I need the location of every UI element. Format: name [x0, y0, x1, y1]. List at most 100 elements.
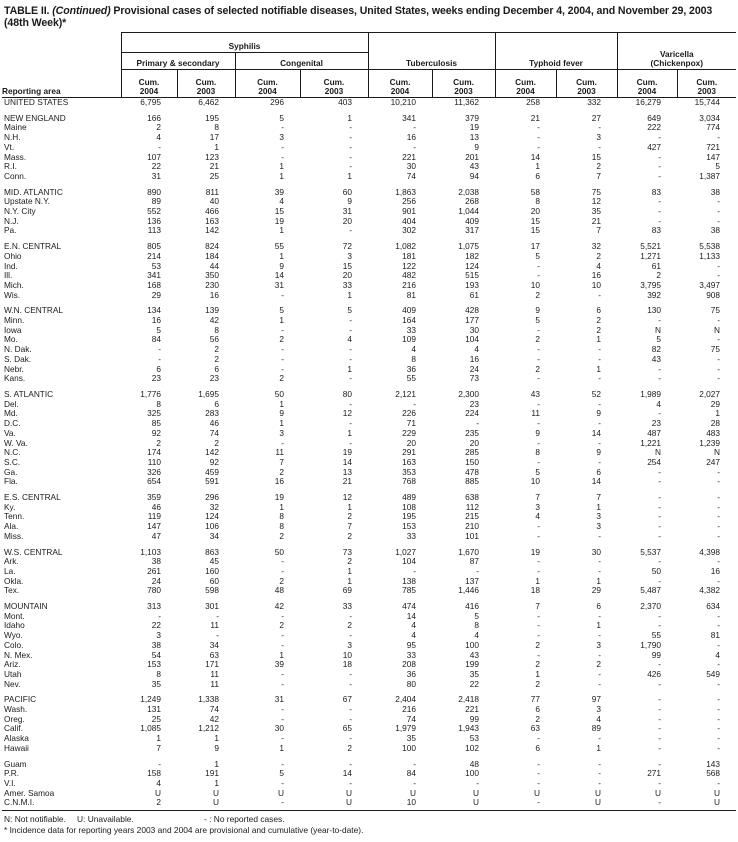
value-cell: -: [216, 611, 219, 621]
table-row: E.S. CENTRAL 359 296 19 12 489 638 7 7 - -: [2, 487, 736, 503]
value-cell: -: [658, 216, 662, 226]
value-cell: 27: [591, 112, 602, 123]
value-cell: 224: [465, 409, 480, 419]
value-cell: 40: [209, 197, 219, 207]
value-cell: 5,521: [640, 241, 662, 252]
reporting-area-cell: Del.: [4, 399, 19, 409]
reporting-area-cell: N.Y. City: [4, 207, 36, 217]
value-cell: 6: [535, 705, 541, 715]
value-cell: 7: [347, 522, 353, 532]
table-row: Iowa 5 8 - - 33 30 - 2 N N: [2, 326, 736, 336]
value-cell: 5: [156, 325, 161, 335]
value-cell: 1,103: [140, 546, 161, 557]
value-cell: -: [598, 734, 602, 744]
value-cell: 60: [209, 576, 219, 586]
value-cell: 2: [596, 325, 602, 335]
value-cell: 591: [205, 477, 219, 487]
value-cell: -: [717, 207, 721, 217]
value-cell: 52: [591, 388, 602, 399]
table-row: Mass. 107 123 - - 221 201 14 15 - 147: [2, 153, 736, 163]
value-cell: 34: [209, 640, 219, 650]
value-cell: 216: [402, 280, 417, 290]
value-cell: 75: [591, 186, 602, 197]
value-cell: 1: [279, 316, 284, 326]
value-cell: 8: [535, 448, 541, 458]
value-cell: -: [717, 621, 721, 631]
value-cell: 1,863: [395, 186, 417, 197]
value-cell: -: [658, 512, 662, 522]
value-cell: 1: [596, 576, 602, 586]
reporting-area-cell: N. Mex.: [4, 650, 33, 660]
value-cell: -: [413, 566, 417, 576]
value-cell: 489: [402, 492, 417, 503]
value-cell: 47: [151, 531, 161, 541]
value-cell: 2: [347, 531, 353, 541]
value-cell: 4: [596, 714, 602, 724]
table-row: Hawaii 7 9 1 2 100 102 6 1 - -: [2, 744, 736, 754]
reporting-area-cell: Wyo.: [4, 631, 23, 641]
value-cell: 16: [591, 271, 602, 281]
value-cell: -: [281, 152, 284, 162]
value-cell: 33: [342, 280, 353, 290]
value-cell: 99: [651, 650, 662, 660]
value-cell: 20: [406, 438, 417, 448]
table-row: Ariz. 153 171 39 18 208 199 2 2 - -: [2, 660, 736, 670]
table-row: Ark. 38 45 - 2 104 87 - - - -: [2, 557, 736, 567]
reporting-area-cell: Ind.: [4, 261, 18, 271]
footnote-legend: N: Not notifiable. U: Unavailable. - : No …: [4, 814, 736, 825]
value-cell: 69: [342, 586, 353, 596]
value-cell: 5,537: [640, 546, 662, 557]
value-cell: 478: [465, 467, 480, 477]
value-cell: -: [281, 631, 284, 641]
value-cell: 1: [596, 335, 602, 345]
value-cell: 38: [710, 226, 721, 236]
value-cell: 11: [531, 409, 541, 419]
value-cell: -: [349, 316, 353, 326]
value-cell: 10: [530, 280, 541, 290]
value-cell: -: [413, 779, 417, 788]
value-cell: 153: [147, 660, 161, 670]
value-cell: 67: [342, 694, 353, 705]
value-cell: -: [717, 694, 721, 705]
value-cell: 35: [406, 734, 417, 744]
value-cell: -: [281, 566, 284, 576]
value-cell: -: [158, 142, 161, 152]
disease-table: Reporting area Syphilis Tuberculosis Typ…: [2, 32, 737, 812]
value-cell: 1: [347, 428, 353, 438]
value-cell: 55: [651, 631, 662, 641]
value-cell: 326: [147, 467, 161, 477]
value-cell: 2: [279, 621, 284, 631]
value-cell: 119: [147, 512, 161, 522]
value-cell: 5: [715, 162, 721, 172]
value-cell: 1,249: [140, 694, 161, 705]
value-cell: 568: [706, 769, 721, 779]
value-cell: -: [281, 705, 284, 715]
table-row: Pa. 113 142 1 - 302 317 15 7 83 38: [2, 226, 736, 236]
value-cell: 1: [156, 734, 161, 744]
value-cell: -: [216, 631, 219, 641]
value-cell: -: [717, 557, 721, 567]
value-cell: -: [349, 714, 353, 724]
value-cell: 29: [151, 290, 161, 300]
value-cell: 15: [274, 207, 284, 217]
value-cell: 199: [465, 660, 480, 670]
reporting-area-cell: Guam: [4, 758, 27, 769]
value-cell: 1,271: [640, 251, 662, 261]
value-cell: 102: [465, 743, 480, 753]
value-cell: -: [658, 133, 662, 143]
reporting-area-cell: Conn.: [4, 171, 27, 181]
value-cell: -: [537, 271, 541, 281]
value-cell: 85: [151, 419, 161, 429]
value-cell: 427: [647, 142, 662, 152]
value-cell: 34: [209, 531, 219, 541]
value-cell: 403: [338, 97, 353, 107]
value-cell: 1,776: [140, 388, 161, 399]
value-cell: 6: [535, 171, 541, 181]
value-cell: 487: [647, 428, 662, 438]
value-cell: 15: [342, 261, 353, 271]
value-cell: 229: [402, 428, 417, 438]
value-cell: -: [281, 142, 284, 152]
value-cell: -: [717, 316, 721, 326]
value-cell: 22: [151, 621, 161, 631]
value-cell: 474: [402, 601, 417, 612]
